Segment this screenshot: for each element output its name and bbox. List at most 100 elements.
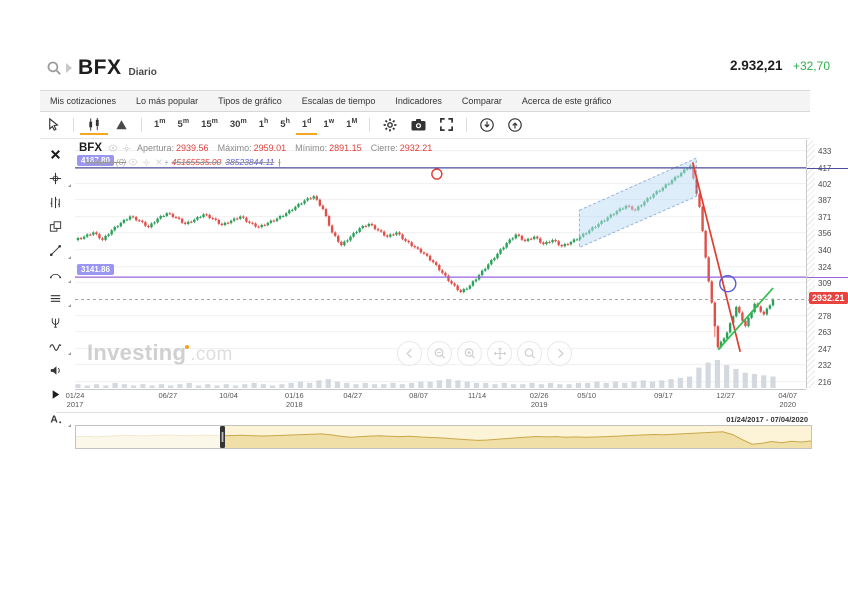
settings-button[interactable] <box>376 115 404 136</box>
upload-icon <box>508 117 523 132</box>
date-tick: 01/24 2017 <box>65 391 85 409</box>
timeframe-1h[interactable]: 1h <box>258 118 269 131</box>
price-tick: 340 <box>818 245 832 255</box>
price-tick: 278 <box>818 311 832 321</box>
timeframe-1m[interactable]: 1m <box>154 118 166 131</box>
tool-crosshair[interactable] <box>42 171 71 187</box>
area-chart-icon <box>116 120 127 130</box>
range-navigator[interactable] <box>75 425 812 449</box>
price-block: 2.932,21 +32,70 <box>600 57 830 75</box>
date-tick: 12/27 <box>716 391 735 400</box>
open-value: 2939.56 <box>176 143 209 153</box>
menu-item-lo-m-s-popular[interactable]: Lo más popular <box>136 96 199 106</box>
shapes-icon <box>49 221 61 232</box>
date-tick: 10/04 <box>219 391 238 400</box>
price-tick: 263 <box>818 327 832 337</box>
tool-trendline[interactable] <box>42 243 71 259</box>
line-axis-marker <box>807 167 848 169</box>
chevron-right-icon <box>65 62 74 74</box>
timeframe-1M[interactable]: 1M <box>346 118 358 131</box>
navigator-chart[interactable] <box>75 426 812 448</box>
chart-plot-area[interactable]: BFX Apertura: 2939.56 Máximo: 2959.01 Mí… <box>75 140 806 388</box>
menu-item-comparar[interactable]: Comparar <box>461 96 502 106</box>
price-tick: 309 <box>818 278 832 288</box>
tool-text-annotation[interactable]: A <box>42 411 71 427</box>
horizontal-lines-icon <box>50 295 60 302</box>
zoom-in-icon <box>464 348 475 359</box>
timeframe-30m[interactable]: 30m <box>229 118 247 131</box>
drawing-tools-sidebar: A <box>42 147 71 435</box>
pan-left-button[interactable] <box>397 341 422 366</box>
separator <box>369 118 371 132</box>
tool-play[interactable] <box>42 387 68 402</box>
timeframe-15m[interactable]: 15m <box>201 118 218 131</box>
tool-arc[interactable] <box>42 267 71 283</box>
menu-item-acerca-de-este-gr-fico[interactable]: Acerca de este gráfico <box>521 96 612 106</box>
chart-nav-buttons <box>397 341 577 366</box>
save-chart-button[interactable] <box>501 115 529 136</box>
date-range-label: 01/24/2017 - 07/04/2020 <box>726 415 808 424</box>
tool-pitchfork[interactable] <box>42 315 68 330</box>
tool-shapes[interactable] <box>42 219 68 234</box>
gear-small-icon[interactable] <box>142 158 151 167</box>
timeframe-label: Diario <box>128 66 157 78</box>
menu-item-tipos-de-gr-fico[interactable]: Tipos de gráfico <box>218 96 282 106</box>
download-icon <box>480 117 495 132</box>
date-tick: 02/26 2019 <box>529 391 549 409</box>
timeframe-5h[interactable]: 5h <box>280 118 290 131</box>
tool-horizontal-lines[interactable] <box>42 291 71 307</box>
tool-volume[interactable] <box>42 363 68 378</box>
gear-icon <box>383 118 397 131</box>
pan-right-button[interactable] <box>547 341 572 366</box>
pan-left-icon <box>405 348 412 359</box>
volume-value-2: 38523844.11 <box>225 157 275 167</box>
move-button[interactable] <box>487 341 512 366</box>
timeframe-1w[interactable]: 1w <box>323 118 335 131</box>
price-tick: 402 <box>818 179 832 189</box>
volume-suffix: | <box>278 157 281 167</box>
fullscreen-icon <box>440 118 454 131</box>
price-tick: 433 <box>818 146 832 156</box>
watermark-brand: Investing <box>87 340 187 365</box>
search-icon[interactable] <box>46 60 63 77</box>
volume-value-1: 45165535.00 <box>171 157 222 167</box>
price-tick: 356 <box>818 228 832 238</box>
magnify-button[interactable] <box>517 341 542 366</box>
date-tick: 09/17 <box>654 391 673 400</box>
chart-type-area-button[interactable] <box>108 115 135 135</box>
candlestick-chart[interactable] <box>75 140 806 388</box>
date-tick: 05/10 <box>577 391 597 400</box>
header: BFX Diario <box>46 54 157 82</box>
load-chart-button[interactable] <box>473 115 501 136</box>
snapshot-button[interactable] <box>404 115 433 135</box>
eye-icon[interactable] <box>128 158 138 166</box>
date-tick: 06/27 <box>158 391 178 400</box>
pitchfork-icon <box>51 318 59 328</box>
date-axis[interactable]: 01/24 2017 06/27 10/04 01/16 2018 04/27 08/07 11… <box>66 389 806 412</box>
menu-item-mis-cotizaciones[interactable]: Mis cotizaciones <box>50 96 117 106</box>
chart-type-candlestick-button[interactable] <box>80 115 108 135</box>
eye-icon[interactable] <box>108 144 118 152</box>
close-label: Cierre: <box>370 143 398 153</box>
high-value: 2959.01 <box>253 143 287 153</box>
tool-wave[interactable] <box>42 339 71 355</box>
gear-small-icon[interactable] <box>122 144 131 153</box>
divider-line <box>56 412 808 413</box>
zoom-out-button[interactable] <box>427 341 452 366</box>
cursor-tool-button[interactable] <box>40 115 67 135</box>
menu-item-indicadores[interactable]: Indicadores <box>395 96 442 106</box>
close-small-icon[interactable] <box>155 158 163 166</box>
move-icon <box>493 347 506 360</box>
price-tick: 232 <box>818 360 832 370</box>
timeframe-5m[interactable]: 5m <box>177 118 190 131</box>
price-axis[interactable]: 433 417 402 387 371 356 340 324 309 278 263 247 232 2… <box>806 140 848 388</box>
tool-close[interactable] <box>42 147 68 162</box>
tool-price-bars[interactable] <box>42 195 68 210</box>
zoom-in-button[interactable] <box>457 341 482 366</box>
fullscreen-button[interactable] <box>433 115 460 135</box>
menu-item-escalas-de-tiempo[interactable]: Escalas de tiempo <box>301 96 376 106</box>
date-tick: 04/07 2020 <box>778 391 798 409</box>
timeframe-1d[interactable]: 1d <box>295 115 318 135</box>
price-tick: 247 <box>818 344 832 354</box>
